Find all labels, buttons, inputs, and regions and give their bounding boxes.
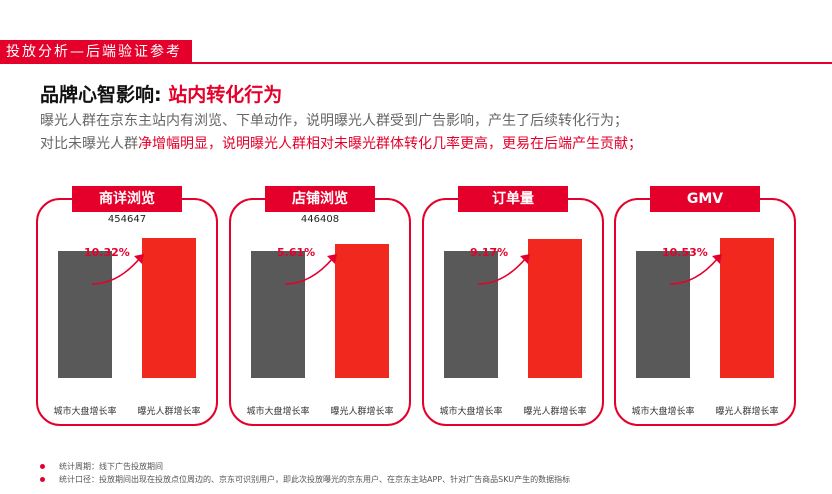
description-highlight: 净增幅明显，说明曝光人群相对未曝光群体转化几率更高，更易在后端产生贡献； [138, 136, 642, 152]
x-tick-label: 城市大盘增长率 [246, 407, 310, 417]
bar-exposed-growth [142, 238, 196, 378]
bar-exposed-growth [528, 239, 582, 378]
chart-title: 商详浏览 [72, 186, 182, 212]
note-scope: 统计口径：投放期间出现在投放点位周边的、京东可识别用户，即此次投放曝光的京东用户… [40, 474, 570, 485]
growth-arrow-icon [477, 254, 530, 285]
bar-city-growth [444, 251, 498, 378]
growth-arrow-icon [284, 254, 337, 285]
chart-title: 订单量 [458, 186, 568, 212]
bar-city-growth [251, 251, 305, 378]
bullet-dot [40, 477, 45, 482]
x-tick-label: 城市大盘增长率 [631, 407, 695, 417]
growth-label: 10.53% [662, 246, 708, 259]
growth-arrow-icon [669, 254, 722, 285]
x-tick-label: 城市大盘增长率 [53, 407, 117, 417]
chart-title: 店铺浏览 [265, 186, 375, 212]
title-highlight: 站内转化行为 [168, 84, 283, 106]
x-tick-label: 城市大盘增长率 [439, 407, 503, 417]
note-period: 统计周期：线下广告投放期间 [40, 461, 163, 472]
growth-label: 9.17% [470, 246, 509, 259]
x-tick-label: 曝光人群增长率 [137, 407, 201, 417]
note-period-text: 统计周期：线下广告投放期间 [59, 462, 163, 471]
description-line-2: 对比未曝光人群净增幅明显，说明曝光人群相对未曝光群体转化几率更高，更易在后端产生… [40, 133, 642, 153]
growth-label: 10.32% [84, 246, 130, 259]
bar-city-growth [636, 251, 690, 378]
description-line-1: 曝光人群在京东主站内有浏览、下单动作，说明曝光人群受到广告影响，产生了后续转化行… [40, 113, 628, 129]
note-scope-text: 统计口径：投放期间出现在投放点位周边的、京东可识别用户，即此次投放曝光的京东用户… [59, 475, 571, 484]
x-tick-label: 曝光人群增长率 [715, 407, 779, 417]
title-prefix: 品牌心智影响: [40, 84, 169, 106]
description-normal: 对比未曝光人群 [40, 136, 138, 152]
x-tick-label: 曝光人群增长率 [523, 407, 587, 417]
bar-exposed-growth [335, 244, 389, 378]
bullet-dot [40, 464, 45, 469]
growth-label: 5.61% [277, 246, 316, 259]
x-tick-label: 曝光人群增长率 [330, 407, 394, 417]
section-tag: 投放分析—后端验证参考 [0, 40, 192, 64]
bar-exposed-growth [720, 238, 774, 378]
growth-arrow-icon [91, 254, 144, 285]
chart-title: GMV [650, 186, 760, 212]
bar-city-growth [58, 251, 112, 378]
header-divider [0, 62, 832, 64]
page-title: 品牌心智影响: 站内转化行为 [40, 80, 282, 107]
chart-annotation: 454647 [107, 214, 147, 225]
chart-annotation: 446408 [300, 214, 340, 225]
